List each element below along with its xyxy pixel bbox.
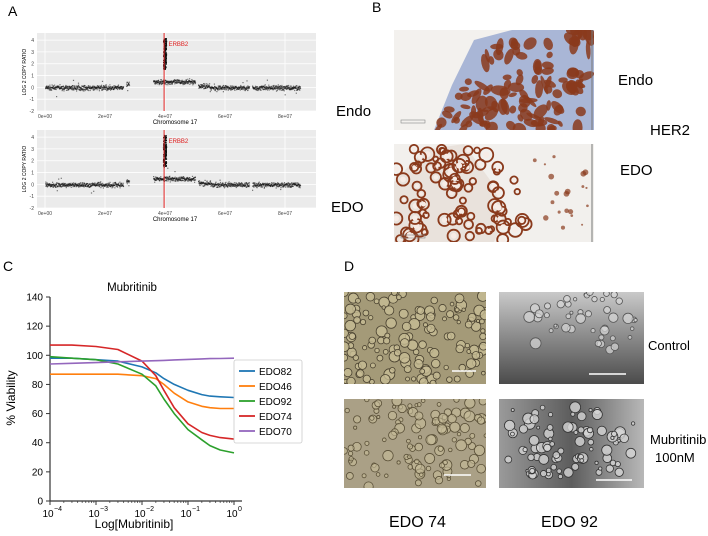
y-tick-label: 4 [31,38,34,44]
legend-box [233,359,303,444]
y-tick-label: 0 [37,497,43,508]
x-axis-label: Chromosome 17 [153,120,198,126]
x-tick-label: 8e+07 [278,211,292,217]
viability-chart: Mubritinib % Viability Log[Mubritinib] 0… [4,282,303,531]
y-tick-label: 2 [31,159,34,165]
chart-legend: EDO82 EDO46 EDO92 EDO74 EDO70 [233,359,303,444]
chart-y-axis-label: % Viability [4,370,18,425]
y-tick-label: 1 [31,171,34,177]
micrograph-edo74-control [344,292,486,384]
chart-series [49,344,235,454]
x-tick-label: 0e+00 [38,211,52,217]
x-tick-label: 6e+07 [218,211,232,217]
row-label-mubritinib: Mubritinib [650,432,707,447]
row-label-dose: 100nM [655,450,695,465]
y-tick-label: -2 [30,206,35,212]
ihc-label-endo: Endo [618,72,654,89]
x-tick-label: 10 [42,509,54,520]
organoid-micrographs [344,292,644,488]
y-tick-label: -1 [30,194,35,200]
x-tick-label: 2e+07 [98,211,112,217]
y-tick-label: 4 [31,135,34,141]
y-tick-label: 1 [31,74,34,80]
sample-label-endo: Endo [336,103,372,120]
y-tick-label: 0 [31,182,34,188]
x-tick-exponent: −2 [146,506,154,513]
row-label-control: Control [648,338,690,353]
x-tick-exponent: −3 [100,506,108,513]
y-tick-label: 80 [32,380,44,391]
x-axis-label: Chromosome 17 [153,217,198,223]
y-tick-label: 60 [32,409,44,420]
x-tick-label: 4e+07 [158,211,172,217]
series-line-edo82 [50,357,235,399]
x-tick-label: 10 [88,509,100,520]
ihc-marker-label: HER2 [650,122,691,139]
copy-number-plot-endo: ERBB2 4 3 2 1 0 -1 -20e+00 2e+07 4e+07 6e+07 8e+07 C… [22,33,316,126]
y-tick-label: 100 [26,351,43,362]
x-tick-label: 6e+07 [218,114,232,120]
y-tick-label: 140 [26,293,43,304]
y-axis-label: LOG 2 COPY RATIO [22,49,28,96]
x-tick-label: 10 [226,509,238,520]
micrograph-edo74-mubritinib [344,399,486,488]
chart-title: Mubritinib [107,282,157,294]
x-tick-exponent: −1 [192,506,200,513]
panel-label-a: A [8,3,18,19]
x-tick-label: 10 [180,509,192,520]
legend-entry: EDO46 [259,382,292,393]
copy-number-plot-edo: ERBB2 4 3 2 1 0 -1 -20e+00 2e+07 4e+07 6e+07 8e+07 C… [22,130,316,223]
x-tick-label: 4e+07 [158,114,172,120]
ihc-image-endo [394,30,594,130]
series-line-edo74 [50,344,235,440]
y-tick-label: 0 [31,85,34,91]
series-line-edo92 [49,355,235,454]
ihc-label-edo: EDO [620,162,653,179]
ihc-image-edo [394,144,594,242]
micrograph-edo92-mubritinib [499,399,644,488]
y-tick-label: 2 [31,62,34,68]
series-line-edo70 [49,357,235,365]
legend-entry: EDO70 [259,427,292,438]
x-tick-exponent: 0 [238,506,242,513]
x-tick-label: 0e+00 [38,114,52,120]
sample-label-edo: EDO [331,199,364,216]
y-tick-label: -2 [30,109,35,115]
legend-entry: EDO74 [259,412,292,423]
y-tick-label: 120 [26,322,43,333]
x-tick-label: 2e+07 [98,114,112,120]
x-tick-exponent: −4 [54,506,62,513]
her2-ihc-images [394,30,594,242]
panel-label-d: D [344,258,355,274]
y-axis-label: LOG 2 COPY RATIO [22,146,28,193]
panel-label-b: B [372,0,382,15]
legend-entry: EDO82 [259,367,292,378]
chart-x-axis-label: Log[Mubritinib] [95,517,174,531]
y-tick-label: 40 [32,438,44,449]
y-tick-label: -1 [30,97,35,103]
gene-label-erbb2: ERBB2 [169,42,189,48]
series-line-edo46 [50,373,234,410]
gene-label-erbb2: ERBB2 [169,139,189,145]
micrograph-edo92-control [499,292,644,384]
legend-entry: EDO92 [259,397,292,408]
y-tick-label: 20 [32,467,44,478]
y-tick-label: 3 [31,50,34,56]
x-tick-label: 8e+07 [278,114,292,120]
panel-label-c: C [3,258,14,274]
column-label-edo74: EDO 74 [389,514,446,531]
y-tick-label: 3 [31,147,34,153]
x-tick-label: 10 [134,509,146,520]
column-label-edo92: EDO 92 [541,514,598,531]
